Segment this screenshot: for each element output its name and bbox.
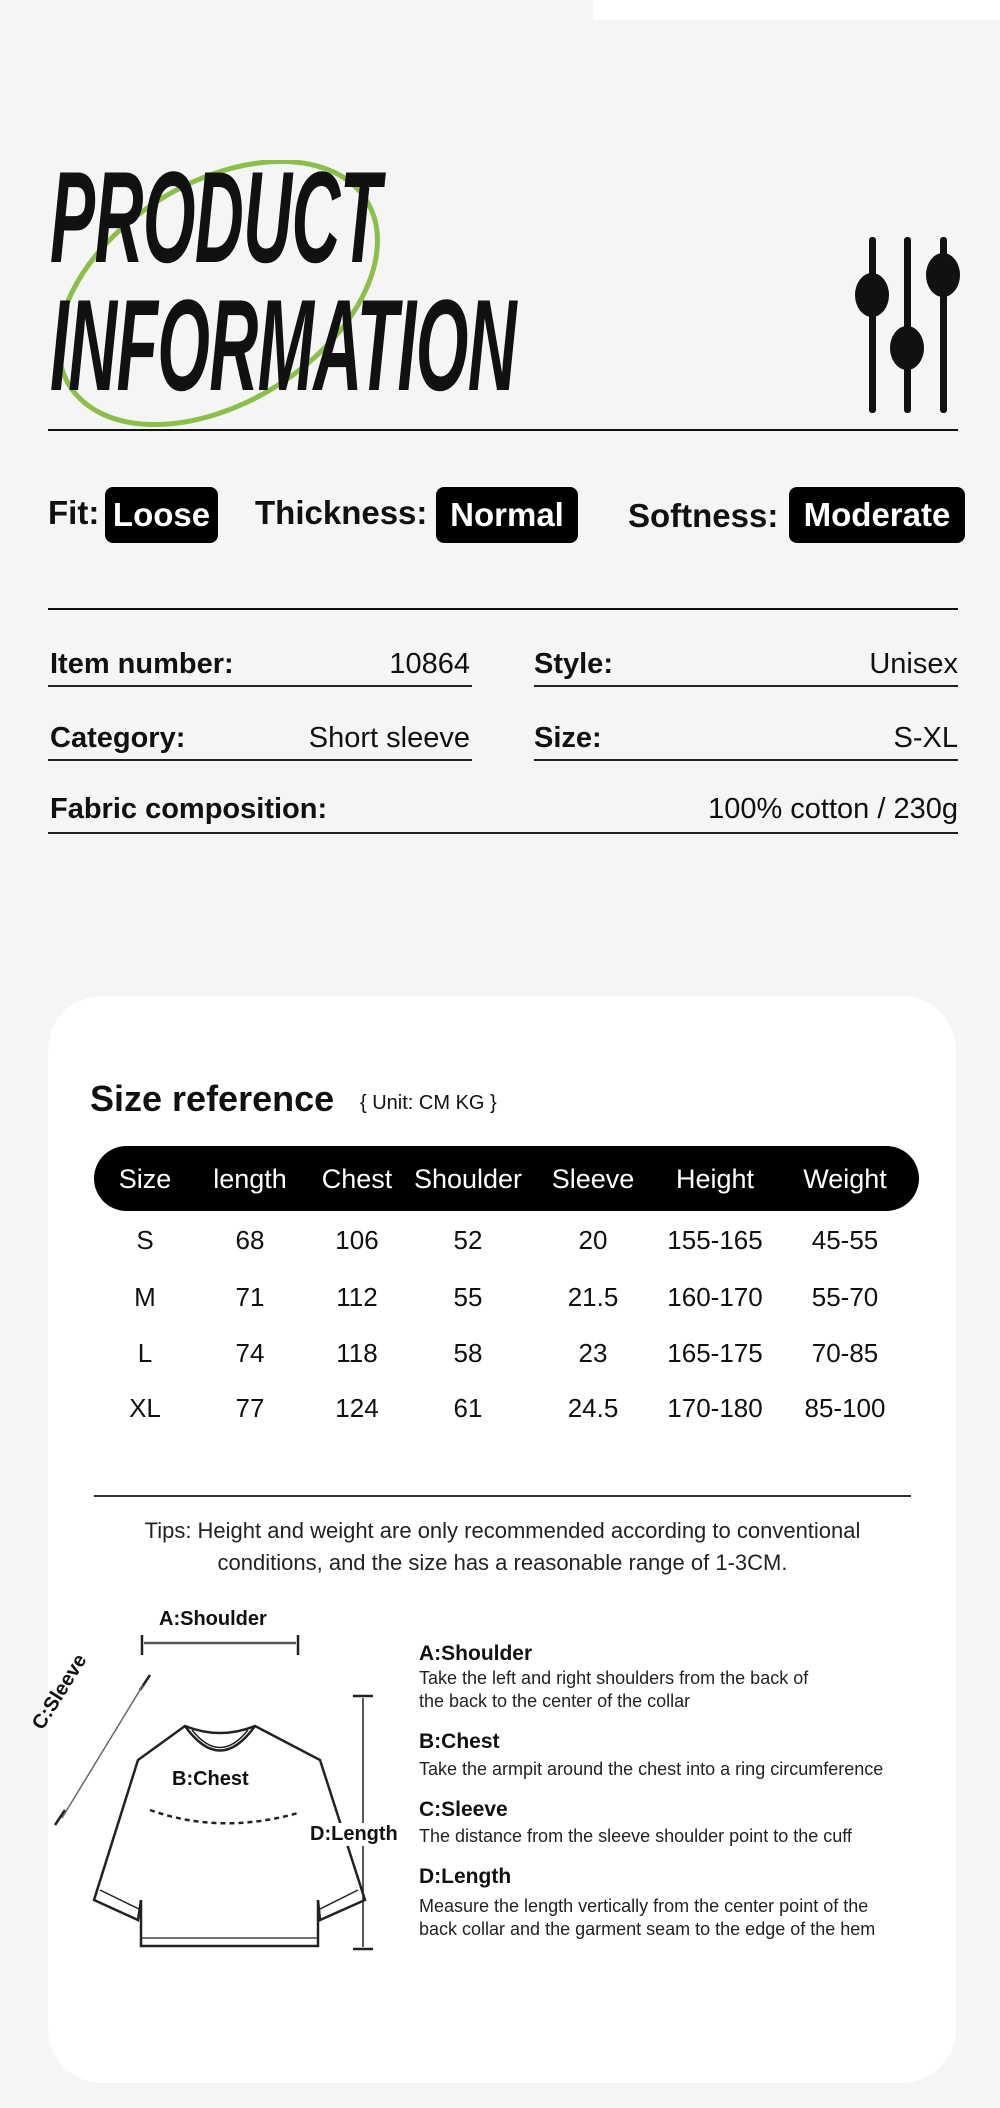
table-cell: 21.5 (567, 1282, 619, 1312)
table-cell: 160-170 (667, 1282, 763, 1312)
table-cell: 106 (335, 1225, 379, 1255)
diagram-length-label: D:Length (310, 1823, 398, 1846)
item-number-value: 10864 (389, 648, 470, 680)
table-cell: 58 (453, 1338, 483, 1368)
green-ellipse-decoration (56, 160, 380, 428)
table-cell: 52 (453, 1225, 483, 1255)
sleeve-heading: C:Sleeve (419, 1798, 508, 1821)
table-cell: 20 (578, 1225, 608, 1255)
tshirt-measurement-diagram (53, 1635, 373, 1951)
softness-label: Softness: (628, 497, 779, 534)
chest-description: Take the armpit around the chest into a … (419, 1759, 884, 1779)
fabric-label: Fabric composition: (50, 793, 328, 825)
desc-line: Take the left and right shoulders from t… (419, 1668, 809, 1688)
fit-value-badge: Loose (105, 487, 218, 543)
column-header: Shoulder (413, 1164, 523, 1194)
table-cell: M (134, 1282, 156, 1312)
table-cell: 45-55 (811, 1225, 879, 1255)
diagram-chest-label: B:Chest (172, 1768, 249, 1790)
thickness-value-badge: Normal (436, 487, 578, 543)
table-cell: 70-85 (811, 1338, 879, 1368)
shoulder-description: Take the left and right shoulders from t… (419, 1667, 808, 1713)
table-cell: XL (129, 1393, 161, 1423)
underline (48, 832, 958, 834)
table-cell: L (137, 1338, 153, 1368)
sleeve-description: The distance from the sleeve shoulder po… (419, 1826, 852, 1846)
underline (48, 685, 472, 687)
underline (534, 685, 958, 687)
diagram-shoulder-label: A:Shoulder (159, 1608, 267, 1630)
column-header: Height (675, 1164, 755, 1194)
desc-line: the back to the center of the collar (419, 1691, 691, 1711)
size-value: S-XL (893, 722, 958, 754)
softness-value-badge: Moderate (789, 487, 965, 543)
tips-line-1: Tips: Height and weight are only recomme… (144, 1518, 861, 1543)
table-cell: 55 (453, 1282, 483, 1312)
table-cell: 55-70 (811, 1282, 879, 1312)
table-cell: 165-175 (667, 1338, 763, 1368)
tips-text: Tips: Height and weight are only recomme… (94, 1515, 911, 1579)
fabric-value: 100% cotton / 230g (708, 793, 958, 825)
table-cell: 68 (235, 1225, 265, 1255)
unit-note: { Unit: CM KG } (360, 1092, 497, 1114)
table-cell: 61 (453, 1393, 483, 1423)
desc-line: back collar and the garment seam to the … (419, 1919, 876, 1939)
column-header: Size (118, 1164, 172, 1194)
column-header: length (213, 1164, 287, 1194)
table-cell: 112 (336, 1282, 378, 1312)
title-line-1: PRODUCT (50, 144, 381, 290)
table-cell: 124 (335, 1393, 379, 1423)
desc-line: Measure the length vertically from the c… (419, 1896, 869, 1916)
table-cell: 74 (235, 1338, 265, 1368)
size-label: Size: (534, 722, 602, 754)
sliders-icon (855, 237, 960, 413)
column-header: Weight (803, 1164, 887, 1194)
length-heading: D:Length (419, 1865, 512, 1888)
title-line-2: INFORMATION (50, 272, 517, 418)
top-white-bar (593, 0, 1000, 20)
length-description: Measure the length vertically from the c… (419, 1895, 875, 1941)
size-table-header (94, 1146, 919, 1211)
table-cell: 77 (235, 1393, 265, 1423)
table-cell: 118 (336, 1338, 378, 1368)
divider (48, 429, 958, 431)
thickness-label: Thickness: (255, 494, 428, 531)
style-label: Style: (534, 648, 613, 680)
table-cell: 85-100 (804, 1393, 886, 1423)
fit-label: Fit: (48, 494, 100, 531)
tips-line-2: conditions, and the size has a reasonabl… (217, 1550, 788, 1575)
table-cell: 24.5 (567, 1393, 619, 1423)
category-label: Category: (50, 722, 186, 754)
table-cell: 23 (578, 1338, 608, 1368)
column-header: Chest (321, 1164, 393, 1194)
table-cell: 170-180 (667, 1393, 763, 1423)
table-cell: 155-165 (667, 1225, 763, 1255)
shoulder-heading: A:Shoulder (419, 1642, 533, 1665)
item-number-label: Item number: (50, 648, 234, 680)
divider (48, 608, 958, 610)
category-value: Short sleeve (308, 722, 470, 754)
table-cell: S (136, 1225, 154, 1255)
style-value: Unisex (869, 648, 958, 680)
underline (48, 759, 472, 761)
divider (94, 1495, 911, 1497)
size-reference-title: Size reference (90, 1078, 335, 1119)
table-cell: 71 (235, 1282, 265, 1312)
underline (534, 759, 958, 761)
column-header: Sleeve (551, 1164, 635, 1194)
chest-heading: B:Chest (419, 1730, 500, 1753)
